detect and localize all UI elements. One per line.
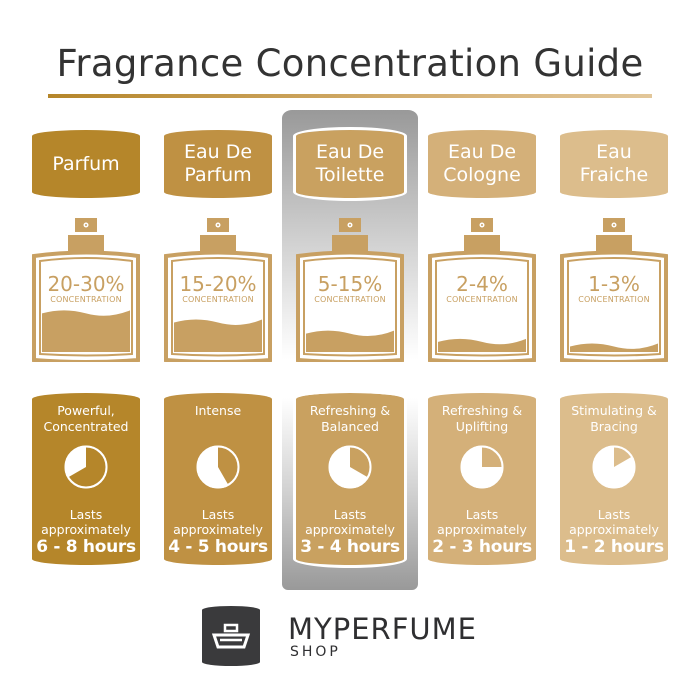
liquid-level (570, 343, 658, 352)
longevity-card: Refreshing & Uplifting Lasts approximatel… (428, 393, 536, 565)
character-description: Refreshing & Balanced (309, 403, 391, 434)
duration-value: 3 - 4 hours (300, 537, 400, 557)
clock-icon (196, 445, 240, 489)
character-description: Intense (194, 403, 242, 418)
fragrance-type-header: Eau Fraiche (560, 130, 668, 198)
fragrance-type-header: Eau De Cologne (428, 130, 536, 198)
perfume-bottle-icon (32, 218, 140, 362)
lasts-label: Lasts approximately (569, 507, 659, 537)
lasts-label: Lasts approximately (437, 507, 527, 537)
concentration-label: CONCENTRATION (578, 295, 650, 304)
fragrance-column: Eau De Parfum 15-20% CONCENTRATION Intens… (164, 0, 272, 700)
basket-icon (211, 623, 251, 649)
brand-name: MYPERFUME (288, 612, 477, 646)
brand-subtitle: SHOP (290, 644, 341, 660)
duration-wedge (482, 447, 502, 467)
longevity-card: Refreshing & Balanced Lasts approximately… (293, 390, 407, 568)
lasts-label: Lasts approximately (305, 507, 395, 537)
liquid-level (174, 319, 262, 352)
concentration-label: CONCENTRATION (314, 295, 386, 304)
concentration-label: CONCENTRATION (446, 295, 518, 304)
longevity-card: Stimulating & Bracing Lasts approximately… (560, 393, 668, 565)
duration-wedge (68, 447, 107, 487)
fragrance-column: Eau De Cologne 2-4% CONCENTRATION Refresh… (428, 0, 536, 700)
lasts-label: Lasts approximately (41, 507, 131, 537)
page-title: Fragrance Concentration Guide (56, 42, 644, 85)
clock-icon (460, 445, 504, 489)
duration-value: 6 - 8 hours (36, 537, 136, 557)
concentration-label: CONCENTRATION (50, 295, 122, 304)
fragrance-type-name: Parfum (52, 152, 120, 175)
perfume-bottle-icon (164, 218, 272, 362)
fragrance-column: Eau Fraiche 1-3% CONCENTRATION Stimulati… (560, 0, 668, 700)
clock-icon (592, 445, 636, 489)
fragrance-type-name: Eau Fraiche (579, 141, 649, 186)
fragrance-type-header: Parfum (32, 130, 140, 198)
liquid-level (42, 310, 130, 352)
concentration-value: 5-15% (317, 272, 383, 296)
fragrance-column: Eau De Toilette 5-15% CONCENTRATION Refre… (293, 0, 407, 700)
character-description: Stimulating & Bracing (571, 403, 657, 434)
fragrance-type-name: Eau De Toilette (315, 141, 385, 186)
brand-logo (202, 606, 260, 666)
liquid-level (306, 330, 394, 352)
duration-value: 1 - 2 hours (564, 537, 664, 557)
liquid-level (438, 338, 526, 352)
fragrance-type-name: Eau De Cologne (443, 141, 521, 186)
concentration-value: 20-30% (47, 272, 125, 296)
perfume-bottle-icon (560, 218, 668, 362)
character-description: Powerful, Concentrated (43, 403, 129, 434)
duration-value: 4 - 5 hours (168, 537, 268, 557)
concentration-label: CONCENTRATION (182, 295, 254, 304)
fragrance-type-header: Eau De Parfum (164, 130, 272, 198)
concentration-value: 15-20% (179, 272, 257, 296)
duration-wedge (218, 447, 238, 485)
duration-value: 2 - 3 hours (432, 537, 532, 557)
fragrance-type-header: Eau De Toilette (293, 127, 407, 201)
concentration-value: 1-3% (588, 272, 640, 296)
clock-icon (64, 445, 108, 489)
clock-icon (328, 445, 372, 489)
character-description: Refreshing & Uplifting (441, 403, 523, 434)
fragrance-type-name: Eau De Parfum (183, 141, 253, 186)
perfume-bottle-icon (428, 218, 536, 362)
fragrance-column: Parfum 20-30% CONCENTRATION Powerful, Co… (32, 0, 140, 700)
concentration-value: 2-4% (456, 272, 508, 296)
longevity-card: Intense Lasts approximately 4 - 5 hours (164, 393, 272, 565)
perfume-bottle-icon (296, 218, 404, 362)
lasts-label: Lasts approximately (173, 507, 263, 537)
title-divider (48, 94, 652, 98)
longevity-card: Powerful, Concentrated Lasts approximatel… (32, 393, 140, 565)
